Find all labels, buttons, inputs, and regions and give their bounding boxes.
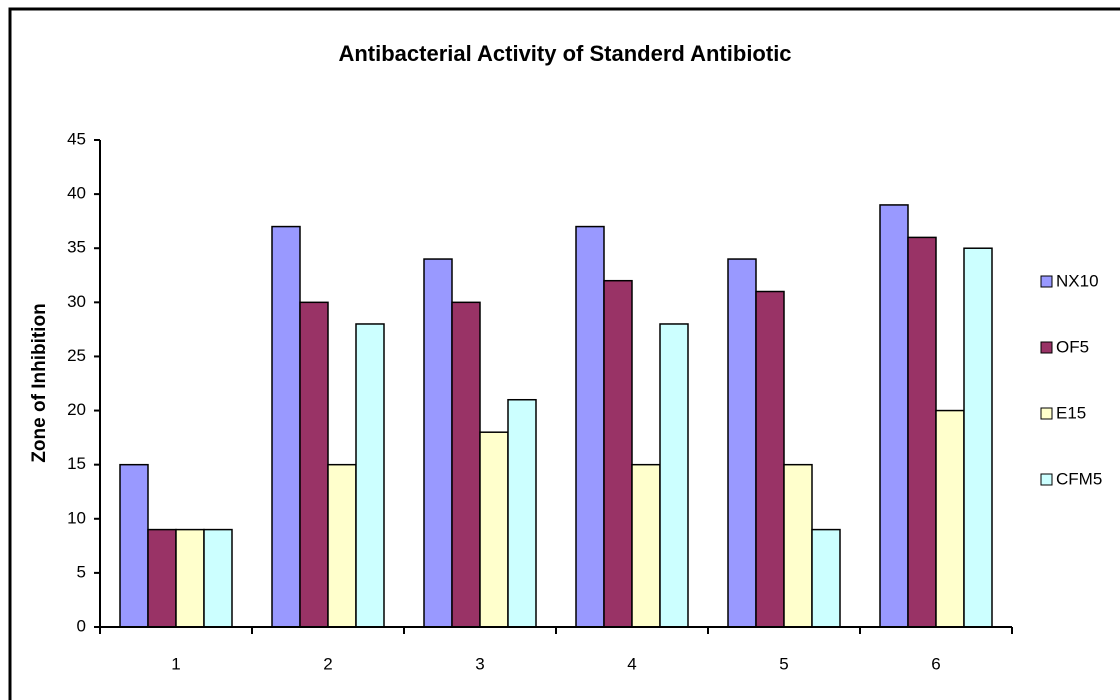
legend-swatch	[1040, 341, 1053, 354]
bar	[479, 431, 509, 628]
legend-swatch	[1040, 275, 1053, 288]
bar	[659, 323, 689, 628]
x-tick-label: 1	[171, 654, 180, 673]
x-tick-label: 4	[627, 654, 636, 673]
bar	[631, 463, 661, 628]
bar	[907, 236, 937, 628]
bar	[575, 225, 605, 628]
bar	[355, 323, 385, 628]
bar	[203, 528, 233, 628]
bar	[783, 463, 813, 628]
bar	[603, 279, 633, 628]
bar	[879, 204, 909, 628]
y-tick-label: 30	[67, 292, 86, 311]
x-tick-label: 3	[475, 654, 484, 673]
legend-label: CFM5	[1056, 469, 1102, 488]
y-tick-label: 25	[67, 346, 86, 365]
bar	[327, 463, 357, 628]
bar	[175, 528, 205, 628]
bar	[963, 247, 993, 628]
y-axis-label: Zone of Inhibition	[29, 303, 50, 462]
legend-swatch	[1040, 407, 1053, 420]
bar	[423, 258, 453, 628]
x-tick-label: 5	[779, 654, 788, 673]
y-tick-label: 35	[67, 238, 86, 257]
x-tick-label: 2	[323, 654, 332, 673]
chart-title: Antibacterial Activity of Standerd Antib…	[338, 41, 791, 66]
bar	[935, 409, 965, 628]
y-tick-label: 10	[67, 508, 86, 527]
y-tick-label: 20	[67, 400, 86, 419]
y-tick-label: 40	[67, 184, 86, 203]
bar	[147, 528, 177, 628]
bar	[755, 290, 785, 628]
bar	[271, 225, 301, 628]
bar	[507, 398, 537, 628]
bar	[727, 258, 757, 628]
y-tick-label: 45	[67, 129, 86, 148]
y-tick-label: 5	[77, 562, 86, 581]
frame	[8, 7, 1120, 700]
x-tick-label: 6	[931, 654, 940, 673]
legend-swatch	[1040, 473, 1053, 486]
y-tick-label: 0	[77, 616, 86, 635]
y-tick-label: 15	[67, 454, 86, 473]
bar	[299, 301, 329, 628]
legend-label: E15	[1056, 403, 1086, 422]
bar	[811, 528, 841, 628]
bar	[119, 463, 149, 628]
bar	[451, 301, 481, 628]
legend-label: OF5	[1056, 337, 1089, 356]
legend-label: NX10	[1056, 271, 1099, 290]
